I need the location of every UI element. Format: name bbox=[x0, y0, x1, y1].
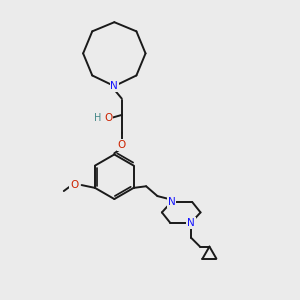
Text: N: N bbox=[110, 81, 118, 91]
Text: H: H bbox=[94, 113, 102, 123]
Text: O: O bbox=[70, 180, 78, 190]
Text: N: N bbox=[167, 197, 175, 207]
Text: N: N bbox=[187, 218, 195, 228]
Text: O: O bbox=[118, 140, 126, 150]
Text: O: O bbox=[104, 113, 112, 123]
